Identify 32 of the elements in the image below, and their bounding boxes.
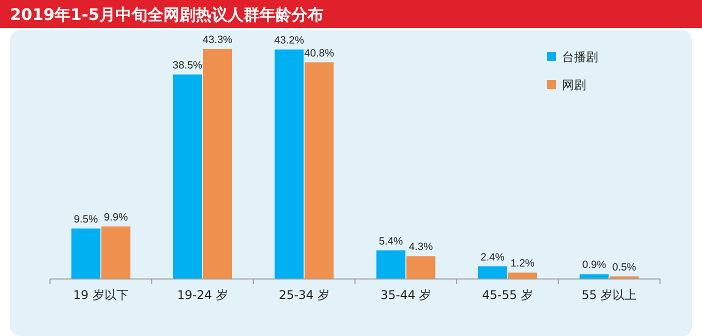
data-label: 0.9% (582, 259, 606, 272)
bar (304, 62, 334, 279)
bar (101, 226, 130, 279)
bar (508, 272, 537, 279)
data-label: 9.5% (74, 214, 98, 226)
bar (203, 49, 232, 279)
bar (71, 228, 100, 279)
bar (580, 274, 609, 279)
legend-label: 网剧 (562, 78, 586, 92)
data-label: 5.4% (378, 235, 403, 248)
data-label: 1.2% (510, 258, 534, 270)
bar (376, 250, 406, 279)
bar (406, 256, 436, 279)
data-label: 43.3% (202, 34, 232, 46)
x-tick-label: 45-55 岁 (482, 288, 533, 302)
data-label: 40.8% (304, 47, 334, 60)
data-label: 2.4% (480, 251, 504, 264)
x-tick-label: 25-34 岁 (278, 288, 330, 302)
data-label: 9.9% (104, 211, 128, 224)
data-label: 4.3% (408, 241, 433, 254)
bar (478, 266, 507, 279)
data-label: 38.5% (172, 59, 202, 72)
x-tick-label: 19 岁以下 (73, 288, 128, 302)
legend-label: 台播剧 (562, 50, 598, 64)
x-tick-label: 55 岁以上 (582, 288, 637, 302)
data-label: 0.5% (612, 261, 636, 274)
bar (173, 74, 202, 279)
x-tick-label: 19-24 岁 (177, 288, 228, 302)
chart-title: 2019年1-5月中旬全网剧热议人群年龄分布 (10, 5, 324, 24)
bar (274, 50, 304, 279)
x-tick-label: 35-44 岁 (380, 288, 432, 302)
data-label: 43.2% (274, 34, 304, 47)
